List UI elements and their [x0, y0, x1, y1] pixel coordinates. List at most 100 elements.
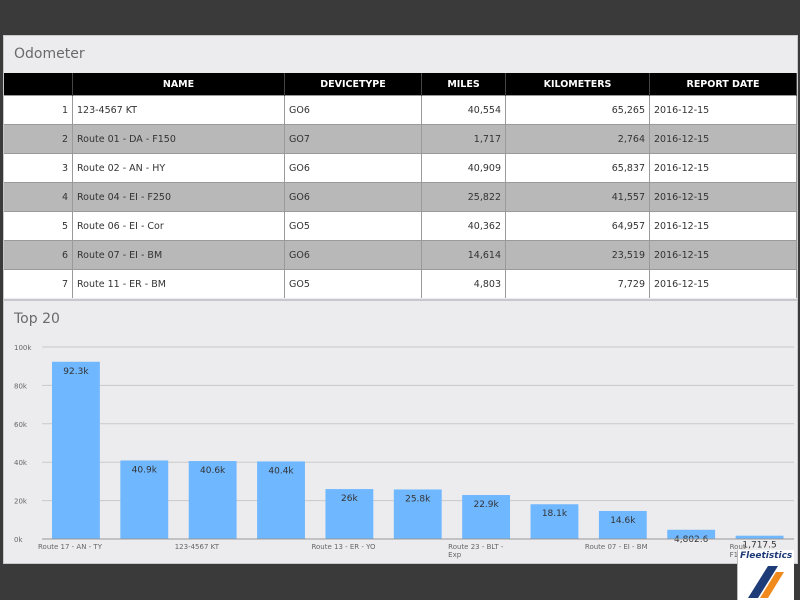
cell-devicetype: GO6 — [284, 95, 422, 125]
cell-report-date: 2016-12-15 — [649, 153, 797, 183]
col-devicetype[interactable]: DEVICETYPE — [284, 73, 422, 96]
cell-miles: 40,909 — [421, 153, 506, 183]
logo-mark-icon — [748, 566, 784, 598]
y-tick-label: 40k — [14, 459, 28, 467]
table-row[interactable]: 6 Route 07 - EI - BM GO6 14,614 23,519 2016-1… — [4, 240, 797, 270]
bar — [52, 361, 100, 539]
x-tick-label-cont: Exp — [448, 551, 462, 559]
table-row[interactable]: 3 Route 02 - AN - HY GO6 40,909 65,837 2016-1… — [4, 153, 797, 183]
x-tick-label: Route 23 - BLT - — [448, 543, 504, 551]
cell-index: 4 — [4, 182, 73, 212]
bar — [667, 529, 716, 539]
top20-panel: Top 20 0k 20k 40k 60k 80k 100k 92.3k Route 17 -… — [3, 300, 798, 564]
cell-kilometers: 23,519 — [505, 240, 650, 270]
bar — [735, 535, 784, 539]
bar — [530, 504, 579, 539]
odometer-panel: Odometer NAME DEVICETYPE MILES KILOMETER… — [3, 35, 798, 300]
cell-index: 2 — [4, 124, 73, 154]
bar-data-label: 18.1k — [542, 509, 568, 519]
x-tick-label: Rout — [730, 543, 746, 551]
cell-report-date: 2016-12-15 — [649, 211, 797, 241]
cell-report-date: 2016-12-15 — [649, 124, 797, 154]
y-tick-label: 20k — [14, 498, 28, 506]
bar-data-label: 4,802.6 — [674, 535, 709, 545]
cell-miles: 4,803 — [421, 269, 506, 298]
y-tick-label: 80k — [14, 382, 28, 390]
cell-index: 1 — [4, 95, 73, 125]
table-header-row: NAME DEVICETYPE MILES KILOMETERS REPORT … — [4, 73, 797, 96]
bar-data-label: 25.8k — [405, 494, 431, 504]
col-kilometers[interactable]: KILOMETERS — [505, 73, 650, 96]
cell-index: 7 — [4, 269, 73, 298]
cell-miles: 14,614 — [421, 240, 506, 270]
cell-kilometers: 64,957 — [505, 211, 650, 241]
y-tick-label: 60k — [14, 421, 28, 429]
bar-data-label: 14.6k — [610, 516, 636, 526]
col-report-date[interactable]: REPORT DATE — [649, 73, 797, 96]
cell-name: Route 11 - ER - BM — [72, 269, 285, 298]
top20-title: Top 20 — [14, 311, 60, 327]
cell-report-date: 2016-12-15 — [649, 182, 797, 212]
cell-name: 123-4567 KT — [72, 95, 285, 125]
cell-kilometers: 65,837 — [505, 153, 650, 183]
bar-data-label: 40.4k — [268, 466, 294, 476]
bar — [325, 489, 374, 539]
x-tick-label: Route 17 - AN - TY — [38, 543, 103, 551]
cell-kilometers: 2,764 — [505, 124, 650, 154]
bar — [598, 510, 647, 539]
cell-name: Route 02 - AN - HY — [72, 153, 285, 183]
cell-devicetype: GO5 — [284, 269, 422, 298]
cell-name: Route 07 - EI - BM — [72, 240, 285, 270]
cell-kilometers: 7,729 — [505, 269, 650, 298]
bar-data-label: 1,717.5 — [742, 541, 776, 551]
bar-data-label: 22.9k — [473, 500, 499, 510]
cell-miles: 40,554 — [421, 95, 506, 125]
bar — [393, 489, 442, 539]
cell-devicetype: GO5 — [284, 211, 422, 241]
cell-report-date: 2016-12-15 — [649, 95, 797, 125]
cell-devicetype: GO6 — [284, 182, 422, 212]
bar — [188, 461, 237, 539]
cell-name: Route 06 - EI - Cor — [72, 211, 285, 241]
cell-index: 6 — [4, 240, 73, 270]
bar-data-label: 92.3k — [63, 367, 89, 377]
col-index[interactable] — [4, 73, 73, 96]
cell-index: 3 — [4, 153, 73, 183]
table-row[interactable]: 1 123-4567 KT GO6 40,554 65,265 2016-12-15 — [4, 95, 797, 125]
y-tick-label: 100k — [14, 344, 32, 352]
cell-name: Route 04 - EI - F250 — [72, 182, 285, 212]
x-tick-label: 123-4567 KT — [175, 543, 220, 551]
cell-report-date: 2016-12-15 — [649, 269, 797, 298]
odometer-table: NAME DEVICETYPE MILES KILOMETERS REPORT … — [4, 73, 797, 298]
col-name[interactable]: NAME — [72, 73, 285, 96]
y-tick-label: 0k — [14, 536, 23, 544]
cell-report-date: 2016-12-15 — [649, 240, 797, 270]
cell-devicetype: GO6 — [284, 153, 422, 183]
table-row[interactable]: 4 Route 04 - EI - F250 GO6 25,822 41,557 2016… — [4, 182, 797, 212]
table-row[interactable]: 5 Route 06 - EI - Cor GO5 40,362 64,957 2016-… — [4, 211, 797, 241]
col-miles[interactable]: MILES — [421, 73, 506, 96]
logo-text: Fleetistics — [740, 551, 793, 561]
cell-name: Route 01 - DA - F150 — [72, 124, 285, 154]
cell-miles: 40,362 — [421, 211, 506, 241]
cell-miles: 1,717 — [421, 124, 506, 154]
bar — [120, 460, 169, 539]
cell-index: 5 — [4, 211, 73, 241]
fleetistics-logo: Fleetistics — [737, 550, 794, 600]
bar — [257, 461, 305, 539]
odometer-title: Odometer — [14, 46, 85, 62]
cell-miles: 25,822 — [421, 182, 506, 212]
x-tick-label: Route 13 - ER - YO — [311, 543, 376, 551]
cell-kilometers: 65,265 — [505, 95, 650, 125]
table-row[interactable]: 2 Route 01 - DA - F150 GO7 1,717 2,764 2016-1… — [4, 124, 797, 154]
bar-data-label: 40.6k — [200, 466, 226, 476]
bar — [462, 495, 511, 539]
top20-bar-chart: 0k 20k 40k 60k 80k 100k 92.3k Route 17 - AN - T… — [14, 344, 794, 559]
cell-devicetype: GO6 — [284, 240, 422, 270]
x-tick-label: Route 07 - EI - BM — [585, 543, 648, 551]
bar-data-label: 40.9k — [132, 465, 158, 475]
cell-devicetype: GO7 — [284, 124, 422, 154]
bar-data-label: 26k — [341, 494, 358, 504]
cell-kilometers: 41,557 — [505, 182, 650, 212]
table-row[interactable]: 7 Route 11 - ER - BM GO5 4,803 7,729 2016-12-… — [4, 269, 797, 298]
